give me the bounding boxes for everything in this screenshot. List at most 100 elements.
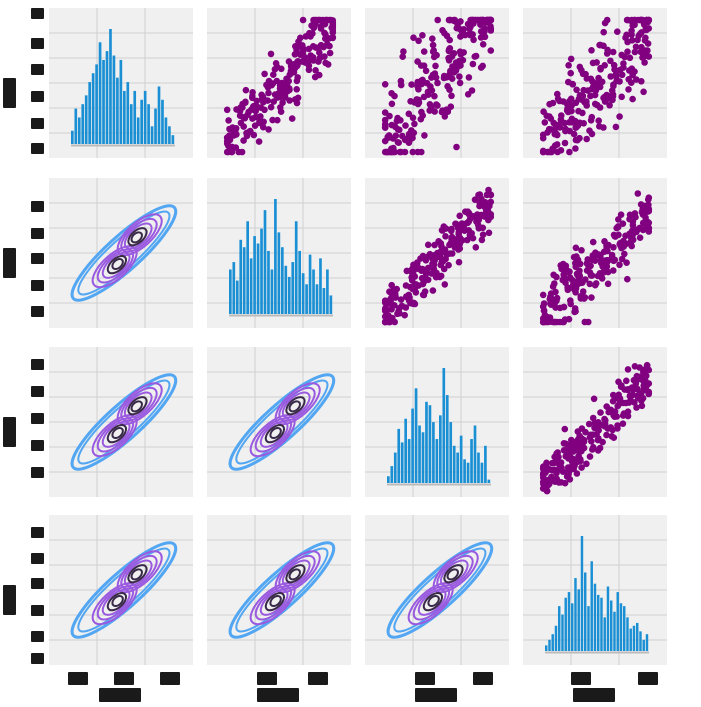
scatter-point [255, 138, 263, 145]
scatter-point [385, 318, 393, 326]
scatter-point [442, 233, 449, 240]
kde-contours [70, 204, 178, 302]
scatter-point [549, 99, 557, 107]
scatter-point [615, 216, 622, 223]
histogram-bar [616, 592, 619, 651]
histogram-bar [554, 625, 558, 651]
scatter-point [570, 439, 578, 447]
scatter-point [627, 238, 635, 245]
histogram-bar [102, 59, 105, 144]
y-tick-label [31, 305, 44, 317]
scatter-point [551, 453, 558, 461]
scatter-point [294, 94, 302, 102]
scatter-point [427, 253, 434, 260]
x-tick-label [415, 672, 436, 685]
scatter-point [628, 27, 635, 35]
kde-contour [288, 400, 301, 413]
scatter-point [614, 422, 621, 429]
scatter-point [415, 99, 423, 106]
scatter-point [444, 108, 452, 115]
scatter-point [467, 233, 474, 240]
histogram-bar [456, 452, 459, 483]
scatter-point [456, 73, 463, 80]
kde-contour [285, 564, 306, 584]
scatter-point [609, 93, 617, 100]
scatter-point [432, 62, 439, 70]
scatter-point [638, 396, 645, 404]
y-tick-label [31, 117, 44, 129]
y-tick-label [31, 578, 44, 589]
scatter-point [596, 444, 604, 452]
scatter-point [226, 125, 233, 133]
panel-r1-c3 [523, 178, 667, 328]
kde-contour [120, 386, 158, 422]
scatter-point [326, 49, 334, 57]
scatter-point [429, 41, 437, 49]
panel-r2-c2 [365, 347, 509, 497]
histogram-bar [319, 258, 322, 314]
x-tick-label [570, 672, 591, 685]
scatter-point [390, 286, 398, 293]
scatter-point [595, 117, 602, 124]
histogram-bar [112, 55, 116, 144]
scatter-point [309, 30, 316, 37]
scatter-point [408, 272, 416, 280]
scatter-point [259, 123, 267, 131]
histogram-bar [301, 273, 305, 314]
scatter-point [386, 300, 393, 307]
scatter-point [624, 412, 632, 420]
scatter-point [636, 30, 644, 38]
kde-contours [70, 541, 178, 639]
scatter-point [597, 409, 604, 416]
scatter-point [645, 25, 653, 32]
scatter-point [596, 104, 604, 111]
scatter-point [561, 119, 568, 127]
scatter-point [640, 88, 647, 96]
histogram-bar [587, 606, 590, 651]
scatter-point [388, 100, 396, 108]
kde-contour [111, 257, 124, 271]
scatter-point [552, 124, 560, 132]
scatter-point [539, 478, 547, 486]
histogram-bar [229, 269, 232, 314]
scatter-point [445, 47, 453, 55]
scatter-point [578, 247, 585, 254]
scatter-point [585, 262, 592, 270]
scatter-point [443, 32, 451, 40]
scatter-point [565, 455, 572, 462]
scatter-point [271, 91, 279, 98]
scatter-point [543, 459, 550, 467]
scatter-point [614, 402, 621, 410]
histogram-bar [593, 583, 597, 651]
scatter-point [583, 102, 590, 109]
scatter-point [409, 148, 417, 156]
scatter-point [299, 16, 307, 24]
scatter-point [324, 61, 332, 68]
scatter-point [551, 280, 558, 287]
scatter-point [554, 90, 561, 98]
histogram-bar [232, 262, 236, 314]
scatter-point [544, 318, 552, 326]
scatter-point [608, 251, 616, 259]
scatter-point [408, 81, 415, 88]
scatter-point [548, 459, 556, 467]
scatter-point [624, 386, 632, 393]
scatter-point [619, 420, 627, 428]
scatter-point [453, 143, 460, 151]
scatter-point [386, 112, 393, 120]
scatter-point [419, 32, 426, 39]
scatter-point [562, 440, 569, 448]
scatter-point [471, 196, 479, 203]
histogram-bar [126, 82, 130, 144]
histogram-bar [623, 606, 626, 651]
scatter-point [624, 275, 631, 283]
histogram-bar [387, 476, 390, 483]
y-tick-label [31, 253, 44, 264]
histogram-bar [140, 99, 143, 144]
scatter-point [397, 296, 405, 303]
scatter-point [241, 114, 249, 122]
y-axis-label [3, 78, 16, 108]
scatter-point [600, 421, 608, 428]
histogram-bar [326, 269, 329, 314]
scatter-point [479, 62, 487, 70]
